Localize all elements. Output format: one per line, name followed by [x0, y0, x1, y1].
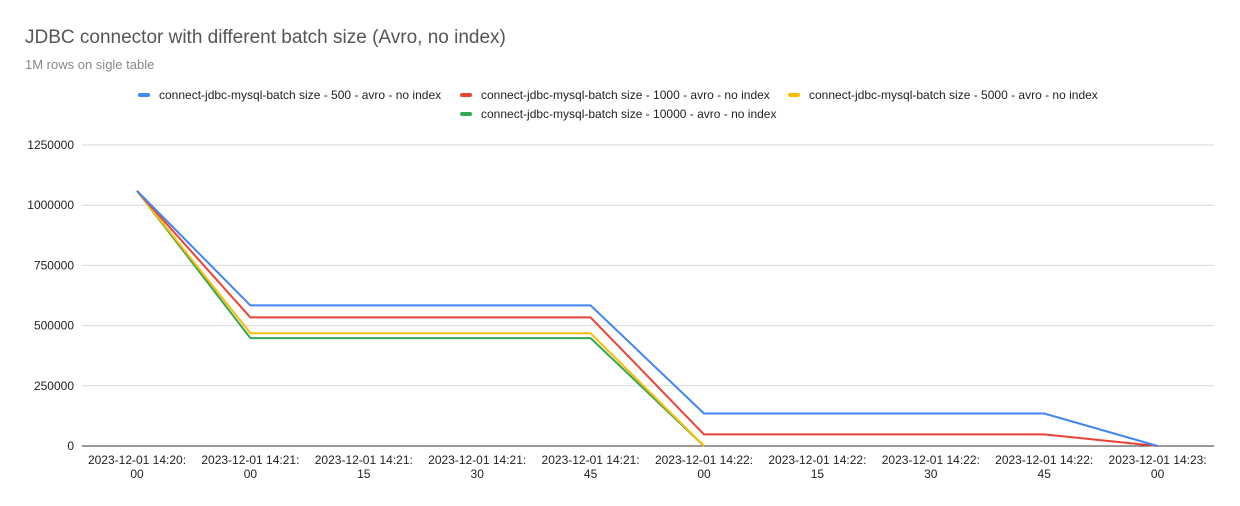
legend-swatch	[788, 93, 800, 97]
y-tick-label: 1000000	[27, 198, 74, 212]
series-line	[136, 190, 705, 447]
series-line	[136, 190, 705, 447]
legend-label: connect-jdbc-mysql-batch size - 1000 - a…	[481, 88, 770, 102]
x-tick-label: 2023-12-01 14:23: 00	[1109, 453, 1207, 481]
x-tick-label: 2023-12-01 14:20: 00	[88, 453, 186, 481]
x-tick-label: 2023-12-01 14:21: 00	[201, 453, 299, 481]
x-tick-label: 2023-12-01 14:21: 45	[542, 453, 640, 481]
x-tick-label: 2023-12-01 14:22: 30	[882, 453, 980, 481]
x-tick-label: 2023-12-01 14:22: 45	[995, 453, 1093, 481]
legend-item-batch-1000[interactable]: connect-jdbc-mysql-batch size - 1000 - a…	[460, 88, 770, 102]
y-tick-label: 500000	[34, 319, 74, 333]
legend-label: connect-jdbc-mysql-batch size - 10000 - …	[481, 107, 777, 121]
x-tick-label: 2023-12-01 14:22: 00	[655, 453, 753, 481]
legend-swatch	[460, 93, 472, 97]
series-lines	[136, 190, 1158, 447]
legend-item-batch-10000[interactable]: connect-jdbc-mysql-batch size - 10000 - …	[460, 107, 776, 121]
y-tick-label: 250000	[34, 379, 74, 393]
series-line	[136, 190, 1158, 447]
y-axis-ticks: 0 250000 500000 750000 1000000 1250000	[27, 138, 74, 453]
chart-title: JDBC connector with different batch size…	[25, 27, 506, 48]
y-tick-label: 1250000	[27, 138, 74, 152]
gridlines	[82, 144, 1214, 447]
chart-subtitle: 1M rows on sigle table	[25, 57, 155, 72]
legend-label: connect-jdbc-mysql-batch size - 500 - av…	[159, 88, 442, 102]
y-tick-label: 750000	[34, 258, 74, 272]
legend-swatch	[460, 112, 472, 116]
legend-item-batch-500[interactable]: connect-jdbc-mysql-batch size - 500 - av…	[138, 88, 441, 102]
series-line	[136, 190, 1158, 447]
x-tick-label: 2023-12-01 14:21: 15	[315, 453, 413, 481]
x-tick-label: 2023-12-01 14:21: 30	[428, 453, 526, 481]
x-axis-ticks: 2023-12-01 14:20: 00 2023-12-01 14:21: 00 20…	[88, 453, 1207, 481]
legend-swatch	[138, 93, 150, 97]
legend-item-batch-5000[interactable]: connect-jdbc-mysql-batch size - 5000 - a…	[788, 88, 1098, 102]
y-tick-label: 0	[67, 439, 74, 453]
legend-label: connect-jdbc-mysql-batch size - 5000 - a…	[809, 88, 1098, 102]
x-tick-label: 2023-12-01 14:22: 15	[768, 453, 866, 481]
